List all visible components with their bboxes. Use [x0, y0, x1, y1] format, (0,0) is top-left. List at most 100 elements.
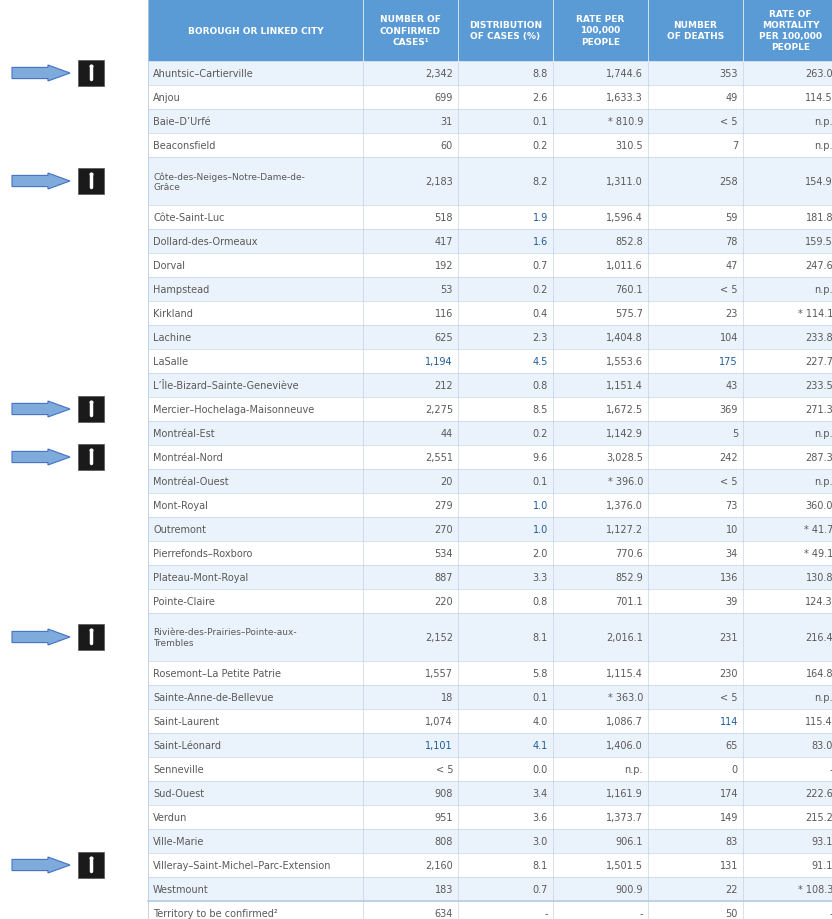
Text: NUMBER OF
CONFIRMED
CASES¹: NUMBER OF CONFIRMED CASES¹: [380, 16, 441, 47]
Bar: [148, 565, 832, 589]
Bar: [148, 206, 832, 230]
Text: 242: 242: [720, 452, 738, 462]
Text: 2,152: 2,152: [425, 632, 453, 642]
Text: 4.0: 4.0: [532, 716, 548, 726]
Bar: [148, 829, 832, 853]
Bar: [148, 134, 832, 158]
Text: LaSalle: LaSalle: [153, 357, 188, 367]
Bar: [148, 110, 832, 134]
Text: 39: 39: [726, 596, 738, 607]
Text: Mont-Royal: Mont-Royal: [153, 501, 208, 510]
Text: 270: 270: [434, 525, 453, 535]
Text: 31: 31: [441, 117, 453, 127]
Text: 1,115.4: 1,115.4: [607, 668, 643, 678]
Text: 23: 23: [726, 309, 738, 319]
Text: 908: 908: [434, 789, 453, 798]
Text: Côte-Saint-Luc: Côte-Saint-Luc: [153, 213, 225, 222]
Text: -: -: [830, 908, 832, 918]
Text: Baie–D’Urfé: Baie–D’Urfé: [153, 117, 210, 127]
Text: 1,501.5: 1,501.5: [606, 860, 643, 870]
Text: 0: 0: [732, 765, 738, 774]
Text: 852.8: 852.8: [615, 237, 643, 246]
Bar: [78, 397, 104, 423]
Text: 1,373.7: 1,373.7: [606, 812, 643, 823]
Text: 2,183: 2,183: [425, 176, 453, 187]
Text: 174: 174: [720, 789, 738, 798]
Text: 47: 47: [726, 261, 738, 271]
Text: 1,376.0: 1,376.0: [607, 501, 643, 510]
Polygon shape: [12, 857, 70, 873]
Text: 1,101: 1,101: [425, 740, 453, 750]
Text: Montréal-Ouest: Montréal-Ouest: [153, 476, 229, 486]
Text: 93.1: 93.1: [812, 836, 832, 846]
Text: NUMBER
OF DEATHS: NUMBER OF DEATHS: [667, 21, 724, 41]
Text: 116: 116: [434, 309, 453, 319]
Text: 233.8: 233.8: [805, 333, 832, 343]
Text: 1,127.2: 1,127.2: [606, 525, 643, 535]
Text: n.p.: n.p.: [815, 285, 832, 295]
Text: 360.0: 360.0: [805, 501, 832, 510]
Text: 9.6: 9.6: [532, 452, 548, 462]
Text: 181.8: 181.8: [805, 213, 832, 222]
Bar: [148, 62, 832, 85]
Text: < 5: < 5: [721, 692, 738, 702]
Bar: [148, 398, 832, 422]
Text: Saint-Laurent: Saint-Laurent: [153, 716, 219, 726]
Text: 34: 34: [726, 549, 738, 559]
Text: 215.2: 215.2: [805, 812, 832, 823]
Text: 49: 49: [726, 93, 738, 103]
Bar: [148, 613, 832, 662]
Text: < 5: < 5: [721, 285, 738, 295]
Text: 0.0: 0.0: [532, 765, 548, 774]
Text: BOROUGH OR LINKED CITY: BOROUGH OR LINKED CITY: [188, 27, 324, 36]
Text: 7: 7: [732, 141, 738, 151]
Text: 3,028.5: 3,028.5: [606, 452, 643, 462]
Polygon shape: [12, 630, 70, 645]
Text: 0.7: 0.7: [532, 261, 548, 271]
Text: * 363.0: * 363.0: [607, 692, 643, 702]
Text: 2.3: 2.3: [532, 333, 548, 343]
Text: Territory to be confirmed²: Territory to be confirmed²: [153, 908, 278, 918]
Text: 369: 369: [720, 404, 738, 414]
Text: < 5: < 5: [721, 476, 738, 486]
Text: 4.5: 4.5: [532, 357, 548, 367]
Bar: [148, 470, 832, 494]
Text: 130.8: 130.8: [805, 573, 832, 583]
Text: 5.8: 5.8: [532, 668, 548, 678]
Text: 83.0: 83.0: [812, 740, 832, 750]
Text: 1.0: 1.0: [532, 525, 548, 535]
Text: 1.6: 1.6: [532, 237, 548, 246]
Text: 1,086.7: 1,086.7: [607, 716, 643, 726]
Text: 60: 60: [441, 141, 453, 151]
Text: Ahuntsic–Cartierville: Ahuntsic–Cartierville: [153, 69, 254, 79]
Text: 231: 231: [720, 632, 738, 642]
Bar: [78, 624, 104, 651]
Bar: [148, 422, 832, 446]
Text: Villeray–Saint-Michel–Parc-Extension: Villeray–Saint-Michel–Parc-Extension: [153, 860, 331, 870]
Text: 900.9: 900.9: [616, 884, 643, 894]
Bar: [148, 301, 832, 325]
Text: 808: 808: [434, 836, 453, 846]
Text: Sainte-Anne-de-Bellevue: Sainte-Anne-de-Bellevue: [153, 692, 274, 702]
Bar: [78, 61, 104, 87]
Text: 534: 534: [434, 549, 453, 559]
Bar: [148, 757, 832, 781]
Text: -: -: [640, 908, 643, 918]
Text: 91.1: 91.1: [812, 860, 832, 870]
Text: < 5: < 5: [721, 117, 738, 127]
Text: 8.5: 8.5: [532, 404, 548, 414]
Text: 5: 5: [732, 428, 738, 438]
Text: 8.1: 8.1: [532, 632, 548, 642]
Text: 271.3: 271.3: [805, 404, 832, 414]
Text: 233.5: 233.5: [805, 380, 832, 391]
Text: 258: 258: [720, 176, 738, 187]
Bar: [78, 169, 104, 195]
Text: 951: 951: [434, 812, 453, 823]
Bar: [148, 686, 832, 709]
Bar: [148, 589, 832, 613]
Text: -: -: [830, 765, 832, 774]
Text: 852.9: 852.9: [615, 573, 643, 583]
Text: 8.1: 8.1: [532, 860, 548, 870]
Text: 1,553.6: 1,553.6: [606, 357, 643, 367]
Text: 78: 78: [726, 237, 738, 246]
